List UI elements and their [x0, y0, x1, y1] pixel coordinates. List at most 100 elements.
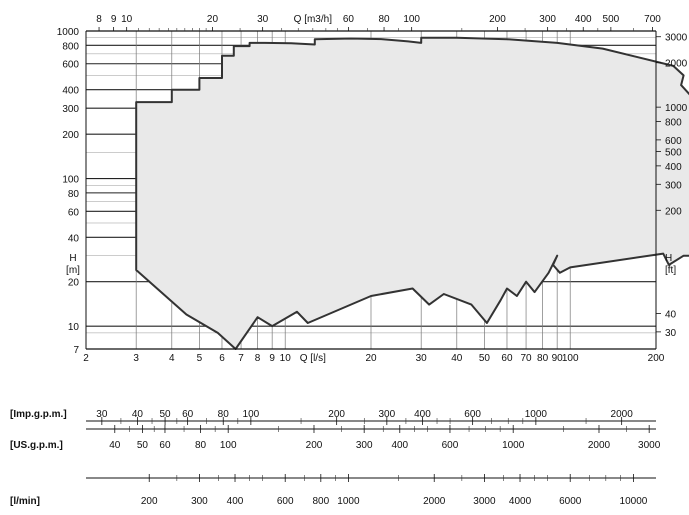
scale-tick-label: 60: [182, 409, 194, 420]
scale-tick-label: 60: [159, 440, 171, 451]
y-tick-label: 800: [62, 41, 79, 52]
x-tick-label: 40: [451, 353, 463, 364]
scale-tick-label: 200: [306, 440, 323, 451]
top-tick-label: 300: [539, 14, 556, 25]
scale-tick-label: 40: [109, 440, 121, 451]
top-tick-label: 10: [121, 14, 133, 25]
scale-tick-label: 50: [160, 409, 172, 420]
top-tick-label: 60: [343, 14, 355, 25]
right-tick-label: 200: [665, 206, 682, 217]
top-tick-label: 700: [644, 14, 661, 25]
scale-tick-label: 4000: [509, 496, 532, 507]
scale-label: [l/min]: [10, 496, 40, 507]
x-tick-label: 10: [280, 353, 292, 364]
right-tick-label: 40: [665, 309, 677, 320]
scale-tick-label: 3000: [473, 496, 496, 507]
scale-tick-label: 1000: [502, 440, 525, 451]
scale-tick-label: 600: [277, 496, 294, 507]
scale-tick-label: 100: [243, 409, 260, 420]
scale-tick-label: 200: [328, 409, 345, 420]
scale-tick-label: 2000: [611, 409, 634, 420]
scale-tick-label: 80: [195, 440, 207, 451]
right-tick-label: 3000: [665, 33, 688, 44]
scale-tick-label: 30: [96, 409, 108, 420]
scale-tick-label: 600: [464, 409, 481, 420]
y-tick-label: 80: [68, 189, 80, 200]
top-axis-title: Q [m3/h]: [294, 14, 333, 25]
scale-tick-label: 200: [141, 496, 158, 507]
scale-tick-label: 400: [414, 409, 431, 420]
top-tick-label: 80: [378, 14, 390, 25]
plot-frame: [85, 30, 657, 350]
x-tick-label: 30: [416, 353, 428, 364]
y-axis-unit: [m]: [66, 265, 80, 276]
x-tick-label: 80: [537, 353, 549, 364]
x-tick-label: 4: [169, 353, 175, 364]
right-tick-label: 30: [665, 328, 677, 339]
performance-envelope: [135, 36, 689, 350]
scale-tick-label: 2000: [588, 440, 611, 451]
scale-tick-label: 300: [378, 409, 395, 420]
y-tick-label: 20: [68, 278, 80, 289]
scale-tick-label: 10000: [620, 496, 648, 507]
y-tick-label: 100: [62, 175, 79, 186]
scale-tick-label: 600: [442, 440, 459, 451]
right-axis-title: H: [665, 253, 672, 264]
top-tick-label: 30: [257, 14, 269, 25]
top-tick-label: 100: [403, 14, 420, 25]
y-tick-label: 7: [73, 345, 79, 356]
right-tick-label: 2000: [665, 59, 688, 70]
x-tick-label: 9: [269, 353, 275, 364]
scale-tick-label: 400: [391, 440, 408, 451]
scale-tick-label: 40: [132, 409, 144, 420]
x-tick-label: 6: [219, 353, 225, 364]
y-tick-label: 400: [62, 86, 79, 97]
top-tick-label: 400: [575, 14, 592, 25]
x-tick-label: 90: [552, 353, 564, 364]
axis-ticks: [98, 27, 661, 333]
top-tick-label: 200: [489, 14, 506, 25]
x-tick-label: 8: [255, 353, 261, 364]
scale-tick-label: 800: [312, 496, 329, 507]
x-tick-label: 7: [238, 353, 244, 364]
y-tick-label: 10: [68, 322, 80, 333]
y-tick-label: 300: [62, 104, 79, 115]
top-tick-label: 9: [111, 14, 117, 25]
scale-tick-label: 1000: [337, 496, 360, 507]
envelope-area: [135, 36, 689, 350]
scale-tick-label: 300: [191, 496, 208, 507]
y-tick-label: 40: [68, 233, 80, 244]
scale-tick-label: 300: [356, 440, 373, 451]
x-tick-label: 100: [562, 353, 579, 364]
x-tick-label: 20: [365, 353, 377, 364]
x-tick-label: 70: [520, 353, 532, 364]
right-tick-label: 500: [665, 148, 682, 159]
x-tick-label: 5: [197, 353, 203, 364]
x-tick-label: 2: [83, 353, 89, 364]
scale-tick-label: 400: [227, 496, 244, 507]
x-tick-label: 50: [479, 353, 491, 364]
y-tick-label: 600: [62, 60, 79, 71]
y-tick-label: 200: [62, 130, 79, 141]
scale-label: [US.g.p.m.]: [10, 440, 63, 451]
y-axis-title: H: [69, 253, 76, 264]
right-tick-label: 1000: [665, 103, 688, 114]
scale-tick-label: 100: [220, 440, 237, 451]
right-axis-unit: [ft]: [665, 265, 676, 276]
scale-tick-label: 2000: [423, 496, 446, 507]
x-tick-label: 200: [648, 353, 665, 364]
conversion-scales: [Imp.g.p.m.] 30 40 50 60 80 100 200 300 400 600 100…: [10, 409, 661, 507]
top-tick-label: 500: [603, 14, 620, 25]
top-tick-label: 8: [96, 14, 102, 25]
scale-tick-label: 80: [218, 409, 230, 420]
top-tick-label: 20: [207, 14, 219, 25]
right-tick-label: 800: [665, 117, 682, 128]
scale-tick-label: 6000: [559, 496, 582, 507]
scale-tick-label: 50: [137, 440, 149, 451]
scale-tick-label: 1000: [525, 409, 548, 420]
x-tick-label: 3: [133, 353, 139, 364]
scale-label: [Imp.g.p.m.]: [10, 409, 67, 420]
